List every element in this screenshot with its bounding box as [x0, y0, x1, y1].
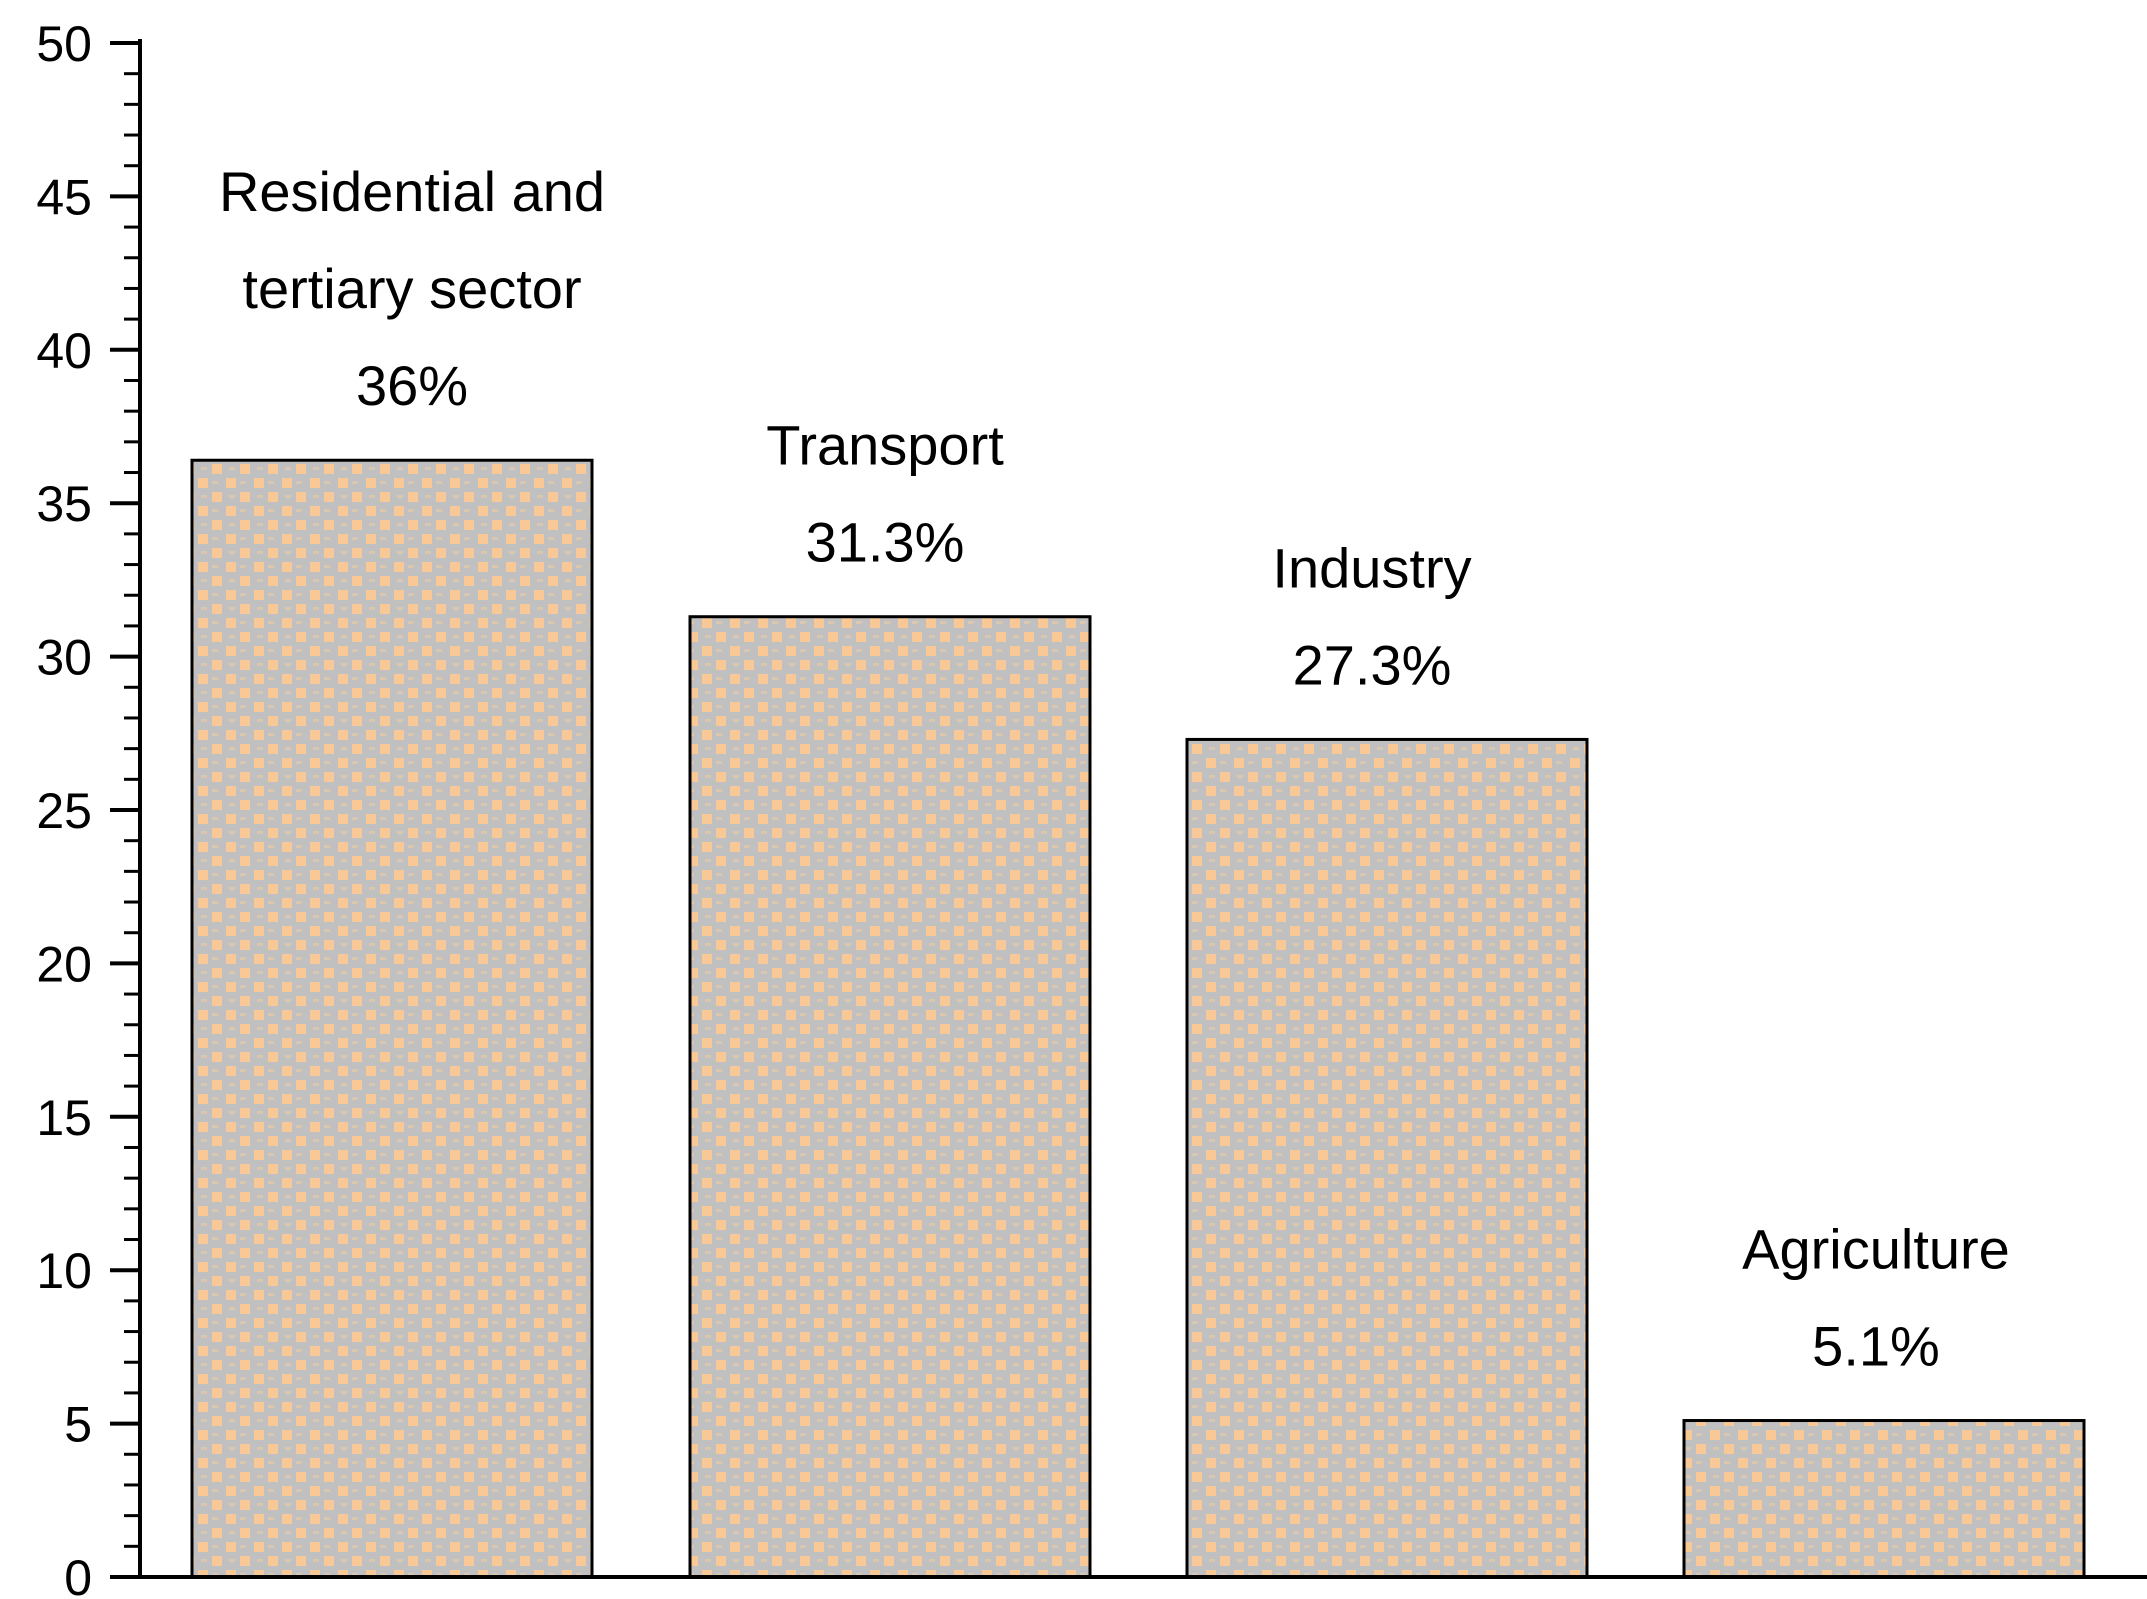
bar-industry: [1185, 737, 1589, 1579]
bar-value-label: 27.3%: [1293, 633, 1452, 696]
bar-labels: Residential and tertiary sector 36% Transpo…: [219, 160, 2010, 1377]
bar-residential-and-tertiary-sector: [190, 458, 594, 1579]
y-tick-label: 15: [36, 1090, 92, 1146]
bar-transport: [688, 615, 1092, 1579]
y-tick-label: 20: [36, 936, 92, 992]
bar-value-label: 31.3%: [806, 511, 965, 574]
bar-category-label: Agriculture: [1742, 1218, 2010, 1281]
y-tick-label: 50: [36, 16, 92, 72]
bars: [190, 458, 2086, 1579]
y-tick-label: 0: [64, 1550, 92, 1599]
y-tick-label: 25: [36, 783, 92, 839]
bar-category-label: Residential and: [219, 160, 605, 223]
y-tick-label: 45: [36, 169, 92, 225]
y-tick-label: 30: [36, 630, 92, 686]
bar-agriculture: [1682, 1419, 2086, 1579]
bar-category-label: Transport: [766, 414, 1004, 477]
y-tick-label: 5: [64, 1397, 92, 1453]
bar-category-label: Industry: [1272, 536, 1471, 599]
bar-category-label: tertiary sector: [242, 257, 581, 320]
y-tick-label: 35: [36, 476, 92, 532]
y-tick-label: 40: [36, 323, 92, 379]
y-tick-label: 10: [36, 1243, 92, 1299]
bar-value-label: 5.1%: [1812, 1315, 1940, 1378]
bar-value-label: 36%: [356, 354, 468, 417]
y-axis: 0 5 10 15 20 25 30 35 40 45 50: [36, 16, 2147, 1599]
